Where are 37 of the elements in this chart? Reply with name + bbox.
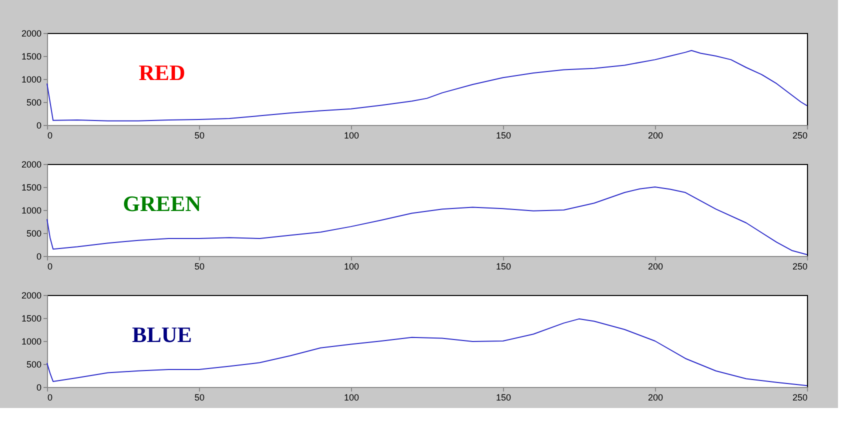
- x-tick-label: 150: [496, 392, 512, 402]
- x-tick-label: 150: [496, 262, 512, 272]
- x-tick-label: 200: [648, 262, 664, 272]
- x-tick-label: 250: [792, 392, 808, 402]
- y-tick-label: 1500: [21, 52, 42, 62]
- x-tick-label: 250: [792, 262, 808, 272]
- x-tick-label: 200: [648, 130, 664, 140]
- y-tick-label: 0: [36, 252, 42, 262]
- x-tick-label: 200: [648, 392, 664, 402]
- line-series: [46, 50, 808, 122]
- y-tick-label: 1000: [21, 74, 42, 84]
- x-tick-label: 50: [194, 262, 205, 272]
- y-tick-label: 1000: [21, 206, 42, 216]
- x-tick-label: 50: [194, 392, 205, 402]
- annotation: RED: [138, 60, 186, 85]
- y-tick-label: 1500: [21, 314, 42, 324]
- x-tick-label: 100: [344, 262, 360, 272]
- annotation: GREEN: [122, 191, 202, 216]
- y-tick-label: 0: [36, 382, 42, 392]
- y-tick-label: 2000: [21, 160, 42, 170]
- y-tick-label: 2000: [21, 290, 42, 300]
- y-tick-label: 1000: [21, 336, 42, 346]
- y-tick-label: 500: [26, 228, 42, 238]
- annotation: BLUE: [132, 322, 192, 347]
- y-tick-label: 500: [26, 360, 42, 370]
- y-tick-label: 500: [26, 98, 42, 108]
- x-tick-label: 0: [48, 392, 53, 402]
- x-tick-label: 250: [792, 130, 808, 140]
- y-tick-label: 0: [36, 120, 42, 130]
- x-tick-label: 50: [194, 130, 205, 140]
- x-tick-label: 100: [344, 130, 360, 140]
- x-tick-label: 0: [48, 262, 53, 272]
- x-tick-label: 100: [344, 392, 360, 402]
- y-tick-label: 2000: [21, 28, 42, 38]
- x-tick-label: 0: [48, 130, 53, 140]
- y-tick-label: 1500: [21, 182, 42, 192]
- x-tick-label: 150: [496, 130, 512, 140]
